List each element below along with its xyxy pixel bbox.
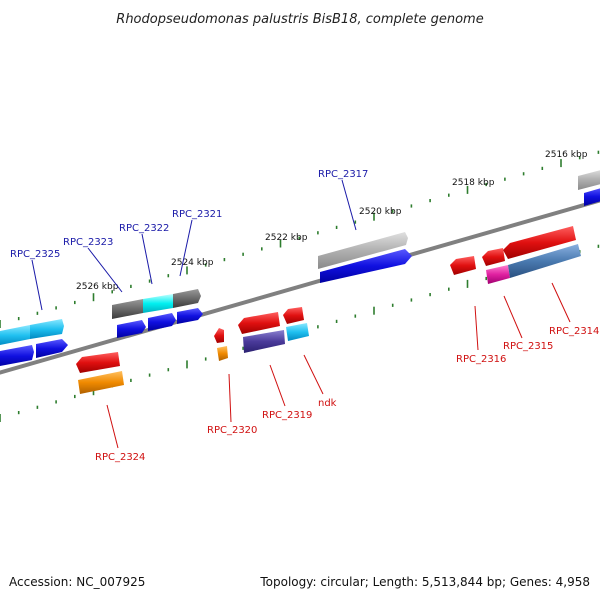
kbp-label-2516: 2516 kbp — [545, 150, 588, 160]
gene-rpc-2316[interactable] — [450, 256, 476, 275]
gene-blue-right[interactable] — [584, 187, 600, 206]
kbp-label-2526: 2526 kbp — [76, 282, 119, 292]
gene-blue-mid-c[interactable] — [177, 308, 203, 324]
label-rpc-2321[interactable]: RPC_2321 — [172, 209, 222, 220]
leader-rpc-2324 — [106, 404, 119, 449]
leader-rpc-2315 — [503, 295, 523, 339]
leader-rpc-2319 — [269, 364, 286, 407]
upper-tick-track — [0, 150, 600, 328]
kbp-label-2520: 2520 kbp — [359, 207, 402, 217]
label-rpc-2322[interactable]: RPC_2322 — [119, 223, 169, 234]
label-rpc-2317[interactable]: RPC_2317 — [318, 169, 368, 180]
kbp-label-2518: 2518 kbp — [452, 178, 495, 188]
leader-ndk — [303, 354, 324, 395]
leader-rpc-2323 — [87, 247, 123, 293]
gene-red-2315a[interactable] — [482, 248, 505, 266]
leader-rpc-2317 — [341, 179, 357, 231]
leader-rpc-2325 — [31, 259, 43, 311]
label-rpc-2316[interactable]: RPC_2316 — [456, 354, 506, 365]
label-ndk[interactable]: ndk — [318, 398, 337, 409]
gene-blue-mid-a[interactable] — [117, 320, 146, 338]
gene-purple-2319[interactable] — [243, 330, 285, 353]
gene-blue-2317[interactable] — [320, 249, 412, 283]
gene-labels: RPC_2325 RPC_2323 RPC_2322 RPC_2321 RPC_… — [10, 169, 599, 463]
gene-rpc-2323[interactable] — [112, 299, 143, 319]
scale-labels: 2516 kbp 2518 kbp 2520 kbp 2522 kbp 2524… — [76, 150, 588, 292]
gene-rpc-2321[interactable] — [173, 289, 201, 308]
leader-rpc-2316 — [474, 305, 479, 351]
forward-strand-genes — [0, 169, 600, 367]
leader-rpc-2314 — [551, 282, 571, 323]
kbp-label-2522: 2522 kbp — [265, 233, 308, 243]
gene-rpc-2325[interactable] — [30, 319, 64, 339]
gene-steel-2314[interactable] — [508, 244, 581, 278]
genome-backbone — [0, 198, 600, 375]
gene-ndk[interactable] — [283, 307, 304, 324]
label-rpc-2320[interactable]: RPC_2320 — [207, 425, 257, 436]
reverse-strand-genes — [76, 226, 581, 394]
leader-rpc-2320 — [228, 373, 232, 423]
gene-rpc-2315[interactable] — [486, 265, 510, 284]
label-rpc-2324[interactable]: RPC_2324 — [95, 452, 145, 463]
gene-cyan-ndk[interactable] — [286, 323, 309, 341]
leader-rpc-2321 — [179, 219, 193, 277]
gene-rpc-2319[interactable] — [238, 312, 280, 334]
label-rpc-2314[interactable]: RPC_2314 — [549, 326, 599, 337]
label-rpc-2325[interactable]: RPC_2325 — [10, 249, 60, 260]
leader-rpc-2322 — [141, 233, 153, 285]
kbp-label-2524: 2524 kbp — [171, 258, 214, 268]
gene-rpc-2324[interactable] — [76, 352, 120, 373]
accession-text: Accession: NC_007925 — [9, 575, 145, 589]
gene-blue-left-b[interactable] — [36, 339, 68, 358]
gene-blue-left-a[interactable] — [0, 345, 34, 367]
gene-rpc-2320[interactable] — [214, 328, 224, 343]
map-title: Rhodopseudomonas palustris BisB18, compl… — [116, 12, 483, 27]
gene-rpc-2314[interactable] — [503, 226, 576, 259]
gene-orange-2324[interactable] — [78, 371, 124, 394]
gene-blue-mid-b[interactable] — [148, 313, 176, 331]
leader-lines — [31, 179, 571, 449]
label-rpc-2323[interactable]: RPC_2323 — [63, 237, 113, 248]
gene-gray-right[interactable] — [578, 169, 600, 190]
topology-text: Topology: circular; Length: 5,513,844 bp… — [259, 575, 590, 589]
gene-rpc-2317[interactable] — [318, 232, 408, 269]
label-rpc-2315[interactable]: RPC_2315 — [503, 341, 553, 352]
gene-cyan-left-a[interactable] — [0, 325, 30, 346]
gene-orange-2320[interactable] — [217, 346, 228, 361]
gene-rpc-2322[interactable] — [143, 294, 173, 313]
label-rpc-2319[interactable]: RPC_2319 — [262, 410, 312, 421]
